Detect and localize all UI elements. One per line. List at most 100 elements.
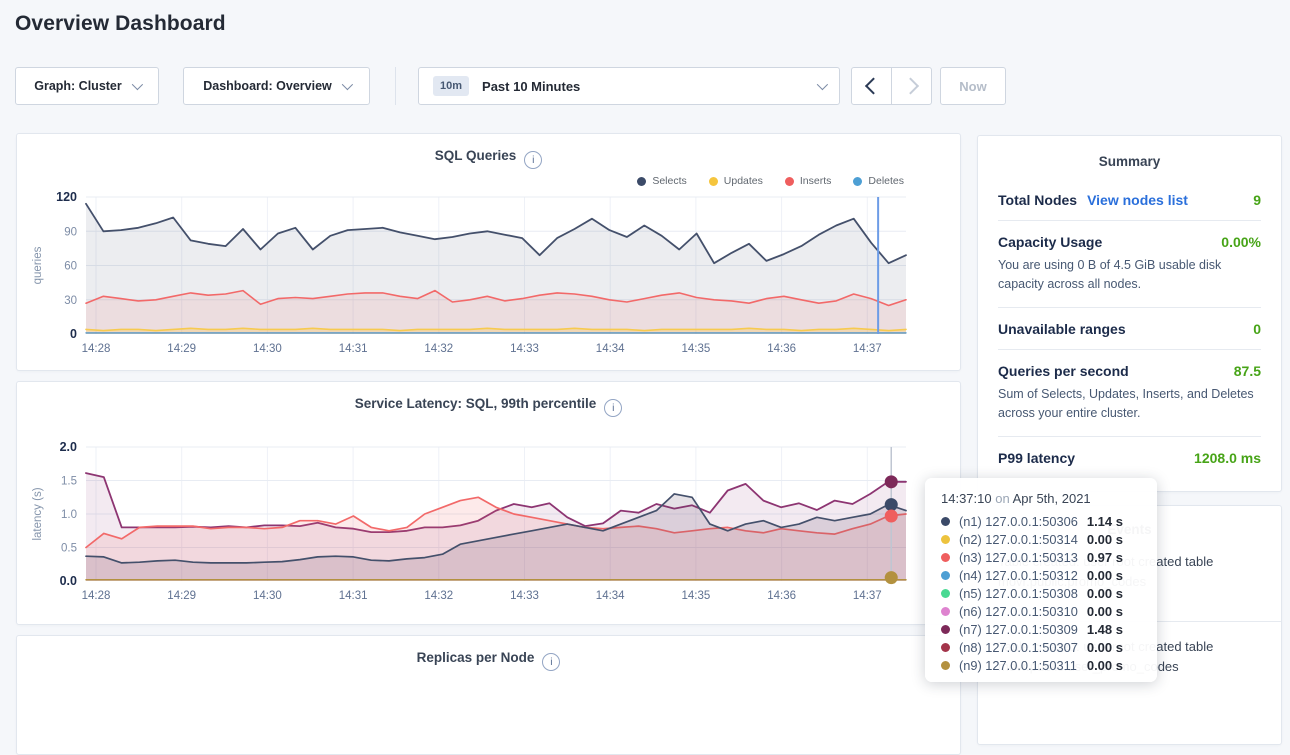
time-range-picker[interactable]: 10m Past 10 Minutes — [418, 67, 840, 105]
graph-dropdown[interactable]: Graph: Cluster — [15, 67, 159, 105]
node-address: (n8) 127.0.0.1:50307 — [959, 640, 1078, 655]
controls-divider — [395, 67, 396, 105]
svg-text:14:28: 14:28 — [82, 590, 111, 602]
tooltip-node-row: (n2) 127.0.0.1:503140.00 s — [941, 530, 1141, 548]
svg-text:14:34: 14:34 — [596, 343, 625, 355]
tooltip-node-row: (n6) 127.0.0.1:50310 0.00 s — [941, 602, 1141, 620]
tooltip-node-row: (n8) 127.0.0.1:50307 0.00 s — [941, 639, 1141, 657]
svg-text:1.0: 1.0 — [61, 509, 77, 521]
node-latency-value: 0.00 s — [1087, 568, 1123, 583]
svg-text:latency (s): latency (s) — [32, 487, 44, 540]
chart-title: Replicas per Node i — [17, 650, 960, 671]
summary-row-total-nodes: Total Nodes View nodes list 9 — [998, 179, 1261, 220]
svg-text:60: 60 — [64, 261, 77, 273]
svg-text:14:31: 14:31 — [339, 590, 368, 602]
qps-label: Queries per second — [998, 363, 1129, 379]
svg-text:14:33: 14:33 — [510, 343, 539, 355]
svg-text:120: 120 — [56, 190, 77, 204]
chevron-down-icon — [132, 79, 143, 90]
capacity-usage-value: 0.00% — [1221, 234, 1261, 250]
tooltip-node-list: (n1) 127.0.0.1:503061.14 s(n2) 127.0.0.1… — [941, 512, 1141, 675]
tooltip-node-row: (n7) 127.0.0.1:503091.48 s — [941, 621, 1141, 639]
tooltip-node-row: (n1) 127.0.0.1:503061.14 s — [941, 512, 1141, 530]
graph-dropdown-label: Graph: Cluster — [34, 79, 122, 93]
capacity-usage-desc: You are using 0 B of 4.5 GiB usable disk… — [998, 256, 1261, 295]
service-latency-plot[interactable]: 14:2814:2914:3014:3114:3214:3314:3414:35… — [17, 382, 960, 624]
sql-queries-plot[interactable]: 14:28 14:29 14:30 14:31 14:32 14:33 14:34 14:35… — [17, 134, 960, 370]
node-address: (n1) 127.0.0.1:50306 — [959, 514, 1078, 529]
svg-text:queries: queries — [32, 246, 44, 284]
prev-range-button[interactable] — [851, 67, 892, 105]
unavailable-ranges-value: 0 — [1253, 321, 1261, 337]
p99-latency-value: 1208.0 ms — [1194, 450, 1261, 466]
dashboard-dropdown-label: Dashboard: Overview — [203, 79, 332, 93]
summary-row-p99-latency: P99 latency 1208.0 ms — [998, 437, 1261, 478]
view-nodes-list-link[interactable]: View nodes list — [1087, 192, 1188, 208]
chevron-right-icon — [902, 78, 919, 95]
node-address: (n4) 127.0.0.1:50312 — [959, 568, 1078, 583]
info-icon[interactable]: i — [542, 653, 560, 671]
summary-panel: Summary Total Nodes View nodes list 9 Ca… — [977, 135, 1282, 492]
svg-text:14:35: 14:35 — [682, 343, 711, 355]
node-address: (n2) 127.0.0.1:50314 — [959, 532, 1078, 547]
node-color-dot — [941, 661, 950, 670]
svg-text:14:29: 14:29 — [167, 590, 196, 602]
svg-text:14:34: 14:34 — [596, 590, 625, 602]
qps-desc: Sum of Selects, Updates, Inserts, and De… — [998, 385, 1261, 424]
node-latency-value: 0.00 s — [1087, 640, 1123, 655]
svg-text:0: 0 — [70, 327, 77, 341]
svg-text:0.0: 0.0 — [60, 574, 77, 588]
svg-text:14:30: 14:30 — [253, 590, 282, 602]
node-latency-value: 0.00 s — [1087, 604, 1123, 619]
svg-text:14:29: 14:29 — [167, 343, 196, 355]
tooltip-node-row: (n4) 127.0.0.1:50312 0.00 s — [941, 566, 1141, 584]
chevron-down-icon — [817, 79, 828, 90]
time-range-label: Past 10 Minutes — [482, 79, 580, 94]
replicas-per-node-chart-panel: Replicas per Node i — [16, 635, 961, 755]
svg-text:14:35: 14:35 — [682, 590, 711, 602]
svg-text:14:32: 14:32 — [424, 343, 453, 355]
svg-text:14:36: 14:36 — [767, 590, 796, 602]
overview-dashboard-page: Overview Dashboard Graph: Cluster Dashbo… — [0, 0, 1290, 689]
dashboard-dropdown[interactable]: Dashboard: Overview — [183, 67, 370, 105]
chart-hover-tooltip: 14:37:10 on Apr 5th, 2021 (n1) 127.0.0.1… — [925, 478, 1157, 682]
node-address: (n6) 127.0.0.1:50310 — [959, 604, 1078, 619]
svg-text:14:37: 14:37 — [853, 590, 882, 602]
svg-text:14:28: 14:28 — [82, 343, 111, 355]
total-nodes-label: Total Nodes — [998, 192, 1077, 208]
svg-text:30: 30 — [64, 295, 77, 307]
node-latency-value: 0.00 s — [1087, 586, 1123, 601]
svg-text:1.5: 1.5 — [61, 476, 77, 488]
node-color-dot — [941, 625, 950, 634]
svg-text:2.0: 2.0 — [60, 440, 77, 454]
tooltip-node-row: (n3) 127.0.0.1:503130.97 s — [941, 548, 1141, 566]
node-color-dot — [941, 607, 950, 616]
svg-text:90: 90 — [64, 226, 77, 238]
node-color-dot — [941, 553, 950, 562]
svg-text:14:31: 14:31 — [339, 343, 368, 355]
node-color-dot — [941, 643, 950, 652]
total-nodes-value: 9 — [1253, 192, 1261, 208]
chevron-left-icon — [864, 78, 881, 95]
time-range-badge: 10m — [433, 76, 469, 96]
now-button[interactable]: Now — [940, 67, 1006, 105]
p99-latency-label: P99 latency — [998, 450, 1075, 466]
sql-queries-chart-panel: SQL Queriesi SelectsUpdatesInsertsDelete… — [16, 133, 961, 371]
tooltip-date: Apr 5th, 2021 — [1013, 491, 1091, 506]
svg-text:14:33: 14:33 — [510, 590, 539, 602]
page-title: Overview Dashboard — [15, 12, 226, 36]
node-latency-value: 1.48 s — [1087, 622, 1123, 637]
tooltip-time: 14:37:10 — [941, 491, 992, 506]
chart-title-text: Replicas per Node — [417, 650, 535, 665]
node-latency-value: 0.97 s — [1087, 550, 1123, 565]
node-address: (n9) 127.0.0.1:50311 — [959, 658, 1077, 673]
summary-row-unavailable-ranges: Unavailable ranges 0 — [998, 308, 1261, 349]
capacity-usage-label: Capacity Usage — [998, 234, 1102, 250]
next-range-button[interactable] — [891, 67, 932, 105]
summary-title: Summary — [998, 154, 1261, 169]
node-latency-value: 0.00 s — [1087, 658, 1123, 673]
svg-text:14:30: 14:30 — [253, 343, 282, 355]
svg-text:14:36: 14:36 — [767, 343, 796, 355]
tooltip-timestamp: 14:37:10 on Apr 5th, 2021 — [941, 491, 1141, 506]
tooltip-on: on — [995, 491, 1009, 506]
